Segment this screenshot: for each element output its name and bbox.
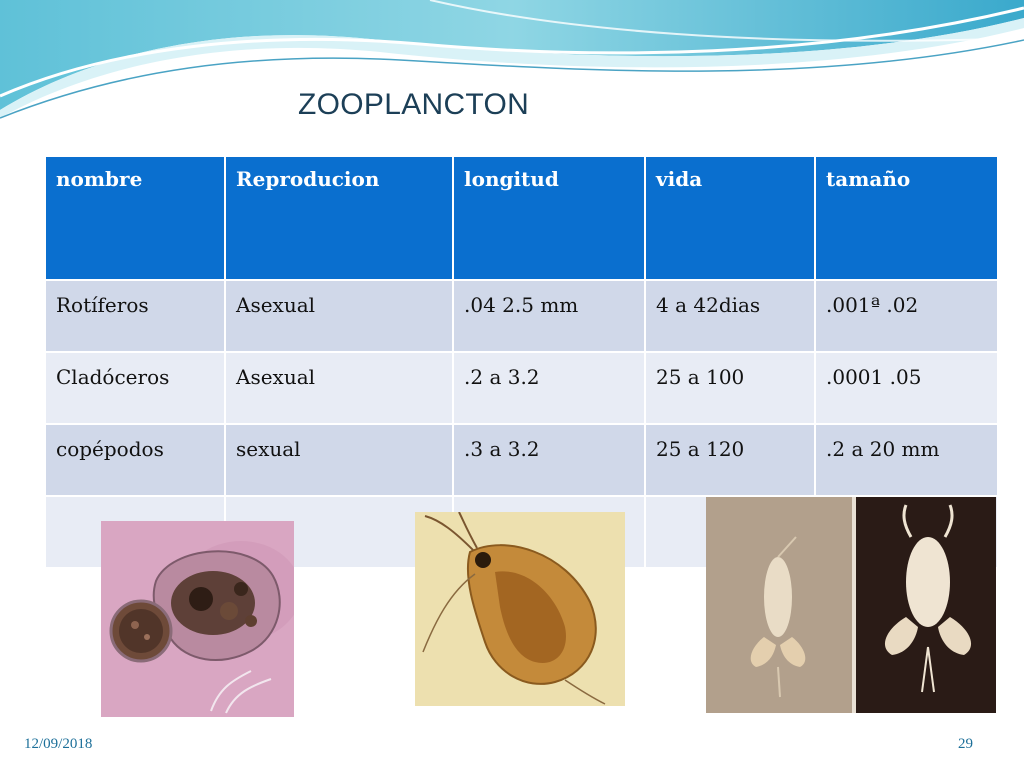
cell-vida: 4 a 42dias (644, 279, 816, 353)
header-wave-decoration (0, 0, 1024, 119)
table-row: copépodos sexual .3 a 3.2 25 a 120 .2 a … (44, 423, 999, 497)
header-vida: vida (644, 155, 816, 281)
cell-longitud: .2 a 3.2 (452, 351, 646, 425)
cell-tamano: .001ª .02 (814, 279, 999, 353)
cell-reproducion: sexual (224, 423, 454, 497)
slide-page-number: 29 (958, 736, 973, 752)
cell-vida: 25 a 120 (644, 423, 816, 497)
cell-vida: 25 a 100 (644, 351, 816, 425)
header-longitud: longitud (452, 155, 646, 281)
cell-longitud: .3 a 3.2 (452, 423, 646, 497)
cell-tamano: .0001 .05 (814, 351, 999, 425)
header-nombre: nombre (44, 155, 226, 281)
table-row: Rotíferos Asexual .04 2.5 mm 4 a 42dias … (44, 279, 999, 353)
cell-nombre: Cladóceros (44, 351, 226, 425)
daphnia-image (415, 512, 625, 706)
slide-title: ZOOPLANCTON (298, 88, 530, 121)
table-row: Cladóceros Asexual .2 a 3.2 25 a 100 .00… (44, 351, 999, 425)
cell-nombre: Rotíferos (44, 279, 226, 353)
header-tamano: tamaño (814, 155, 999, 281)
cell-reproducion: Asexual (224, 351, 454, 425)
cell-tamano: .2 a 20 mm (814, 423, 999, 497)
cell-reproducion: Asexual (224, 279, 454, 353)
cell-longitud: .04 2.5 mm (452, 279, 646, 353)
rotifer-image (101, 521, 294, 717)
slide-date: 12/09/2018 (24, 736, 93, 752)
header-reproducion: Reproducion (224, 155, 454, 281)
table-header-row: nombre Reproducion longitud vida tamaño (44, 155, 999, 281)
copepod-image (706, 497, 996, 713)
cell-nombre: copépodos (44, 423, 226, 497)
